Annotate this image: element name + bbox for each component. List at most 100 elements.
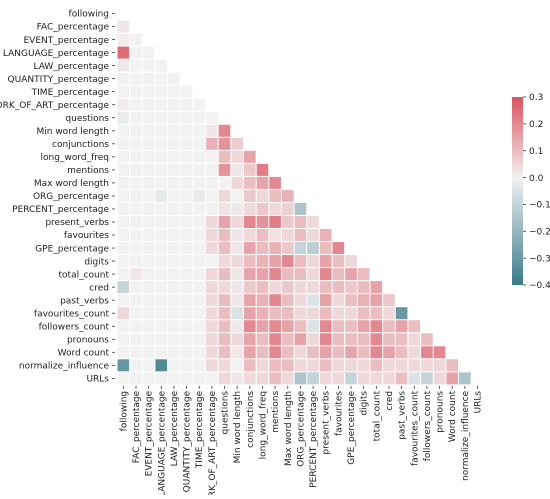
heatmap-cell — [155, 85, 168, 98]
heatmap-cell — [218, 176, 231, 189]
y-tick-label: ORG_percentage — [33, 192, 110, 202]
heatmap-cell — [130, 255, 142, 268]
heatmap-cell — [193, 333, 206, 346]
heatmap-cell — [180, 359, 193, 372]
heatmap-cell — [180, 150, 193, 163]
heatmap-cell — [117, 150, 130, 163]
heatmap-cell — [130, 176, 142, 189]
heatmap-cell — [319, 229, 332, 242]
heatmap-cell — [142, 85, 155, 98]
heatmap-cell — [256, 307, 269, 320]
heatmap-cell — [130, 46, 142, 59]
heatmap-cell — [383, 346, 395, 359]
heatmap-cell — [433, 359, 446, 372]
heatmap-cell — [155, 59, 168, 72]
x-tick-label: EVENT_percentage — [145, 390, 155, 476]
heatmap-cell — [117, 85, 130, 98]
y-tick-label: cred — [89, 283, 109, 293]
x-axis-tick-labels: following FAC_percentage EVENT_percentage L… — [119, 385, 484, 499]
heatmap-cell — [130, 137, 142, 150]
heatmap-cell — [130, 189, 142, 202]
heatmap-cell — [218, 307, 231, 320]
colorbar-tick-label: 0.1 — [529, 147, 543, 157]
heatmap-cell — [294, 294, 307, 307]
heatmap-cell — [231, 333, 243, 346]
heatmap-cell — [307, 372, 319, 385]
heatmap-cell — [281, 320, 294, 333]
heatmap-cell — [130, 163, 142, 176]
heatmap-cell — [231, 242, 243, 255]
heatmap-cell — [319, 307, 332, 320]
heatmap-cell — [130, 33, 142, 46]
heatmap-cell — [294, 215, 307, 229]
x-tick-label: Min word length — [233, 391, 243, 464]
heatmap-cell — [383, 372, 395, 385]
heatmap-cell — [319, 359, 332, 372]
heatmap-cell — [117, 281, 130, 294]
heatmap-cell — [206, 229, 218, 242]
heatmap-cell — [142, 320, 155, 333]
heatmap-cell — [345, 320, 357, 333]
heatmap-cell — [206, 320, 218, 333]
heatmap-cell — [180, 98, 193, 111]
heatmap-cell — [142, 98, 155, 111]
heatmap-cell — [281, 359, 294, 372]
x-tick-label: cred — [385, 391, 395, 411]
heatmap-cell — [130, 281, 142, 294]
heatmap-cell — [244, 150, 256, 163]
heatmap-cell — [206, 215, 218, 229]
heatmap-cell — [244, 372, 256, 385]
heatmap-cell — [345, 346, 357, 359]
heatmap-cell — [155, 150, 168, 163]
heatmap-cell — [357, 294, 370, 307]
heatmap-cell — [142, 111, 155, 124]
heatmap-cell — [332, 307, 345, 320]
heatmap-cell — [256, 268, 269, 281]
x-tick-label: Word count — [448, 390, 458, 442]
heatmap-cell — [231, 137, 243, 150]
y-tick-label: present_verbs — [45, 218, 109, 228]
heatmap-cell — [193, 163, 206, 176]
heatmap-cell — [332, 268, 345, 281]
heatmap-cell — [155, 137, 168, 150]
heatmap-cell — [357, 320, 370, 333]
y-axis-tick-labels: following FAC_percentage EVENT_percentage L… — [0, 10, 115, 385]
heatmap-cell — [206, 150, 218, 163]
heatmap-cell — [294, 229, 307, 242]
heatmap-cell — [168, 72, 180, 85]
heatmap-cell — [269, 176, 281, 189]
heatmap-cell — [117, 333, 130, 346]
heatmap-cell — [117, 59, 130, 72]
heatmap-cell — [281, 307, 294, 320]
heatmap-cell — [193, 255, 206, 268]
heatmap-cell — [193, 346, 206, 359]
heatmap-cell — [256, 346, 269, 359]
heatmap-cell — [294, 255, 307, 268]
heatmap-cell — [130, 215, 142, 229]
heatmap-cell — [155, 268, 168, 281]
heatmap-cell — [256, 255, 269, 268]
y-tick-label: following — [69, 10, 109, 20]
heatmap-cell — [117, 20, 130, 33]
y-tick-label: favourites_count — [34, 309, 110, 319]
heatmap-cell — [294, 307, 307, 320]
heatmap-cell — [130, 72, 142, 85]
heatmap-cell — [433, 346, 446, 359]
heatmap-cell — [130, 294, 142, 307]
y-tick-label: mentions — [67, 166, 109, 176]
heatmap-cell — [281, 372, 294, 385]
heatmap-cell — [130, 346, 142, 359]
heatmap-cell — [180, 281, 193, 294]
heatmap-cell — [218, 242, 231, 255]
heatmap-cell — [168, 281, 180, 294]
heatmap-cell — [155, 98, 168, 111]
heatmap-cell — [319, 255, 332, 268]
heatmap-cell — [180, 307, 193, 320]
heatmap-cell — [168, 229, 180, 242]
heatmap-cell — [383, 359, 395, 372]
heatmap-cell — [231, 294, 243, 307]
heatmap-cell — [168, 150, 180, 163]
heatmap-cell — [193, 150, 206, 163]
heatmap-cell — [142, 268, 155, 281]
